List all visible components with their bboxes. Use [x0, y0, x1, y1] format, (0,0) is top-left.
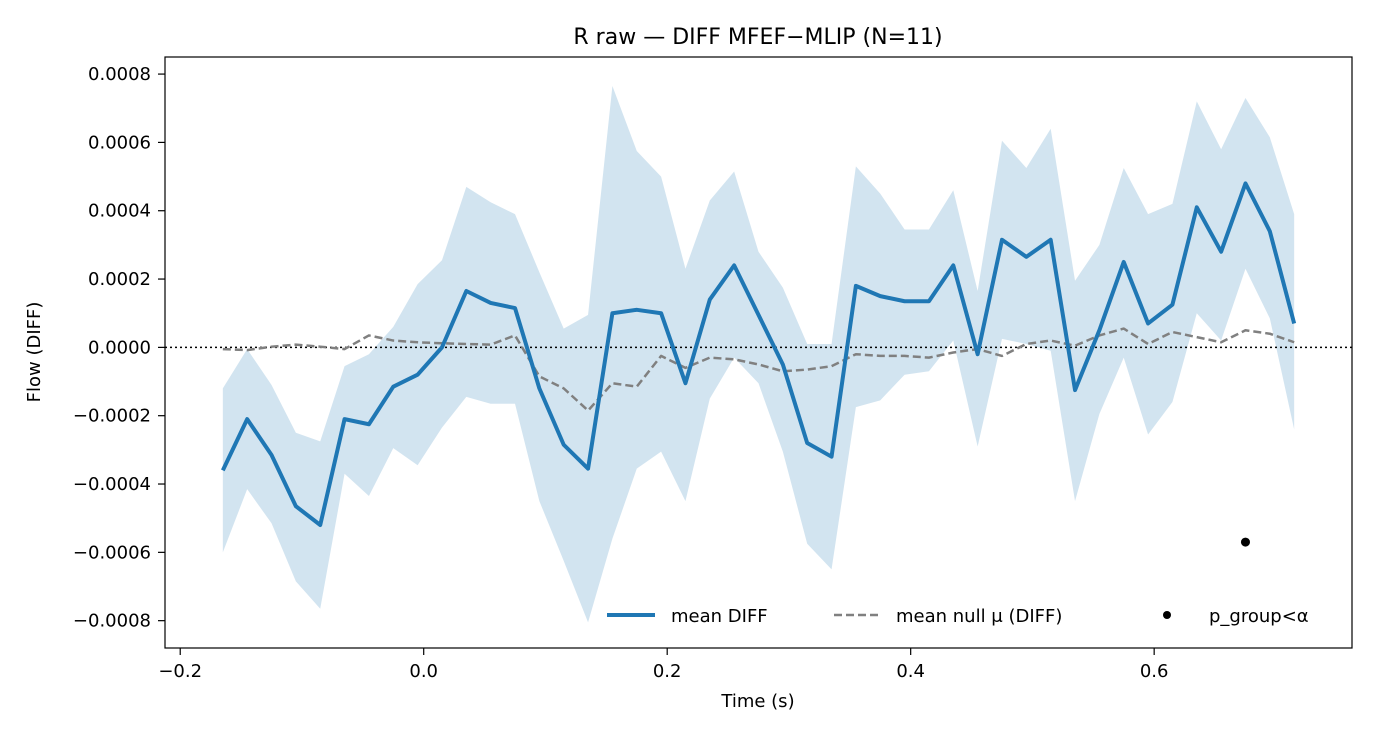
x-axis-label: Time (s) — [720, 691, 794, 712]
legend-label-null: mean null μ (DIFF) — [896, 606, 1062, 627]
y-tick-label: 0.0002 — [88, 269, 151, 290]
x-tick-label: −0.2 — [158, 661, 202, 682]
x-tick-label: 0.2 — [653, 661, 682, 682]
y-tick-label: 0.0008 — [88, 64, 151, 85]
legend-label-significance: p_group<α — [1209, 606, 1309, 627]
plot-frame — [164, 56, 1353, 649]
x-tick-label: 0.4 — [896, 661, 925, 682]
y-tick-label: −0.0008 — [73, 611, 151, 632]
chart-title: R raw — DIFF MFEF−MLIP (N=11) — [573, 25, 942, 50]
y-axis-label: Flow (DIFF) — [24, 302, 45, 403]
x-tick-label: 0.0 — [409, 661, 438, 682]
confidence-band — [222, 86, 1295, 623]
y-tick-label: −0.0006 — [73, 542, 151, 563]
legend: mean DIFF mean null μ (DIFF) p_group<α — [607, 606, 1309, 627]
x-tick-label: 0.6 — [1140, 661, 1169, 682]
legend-label-mean-diff: mean DIFF — [671, 606, 768, 627]
legend-swatch-significance — [1163, 611, 1171, 619]
y-tick-label: 0.0000 — [88, 337, 151, 358]
y-tick-label: −0.0002 — [73, 406, 151, 427]
significance-point — [1240, 537, 1250, 547]
series-line-mean-diff — [221, 181, 1297, 528]
y-tick-label: 0.0006 — [88, 132, 151, 153]
y-tick-label: −0.0004 — [73, 474, 151, 495]
y-tick-label: 0.0004 — [88, 201, 151, 222]
series-line-null — [222, 327, 1295, 412]
